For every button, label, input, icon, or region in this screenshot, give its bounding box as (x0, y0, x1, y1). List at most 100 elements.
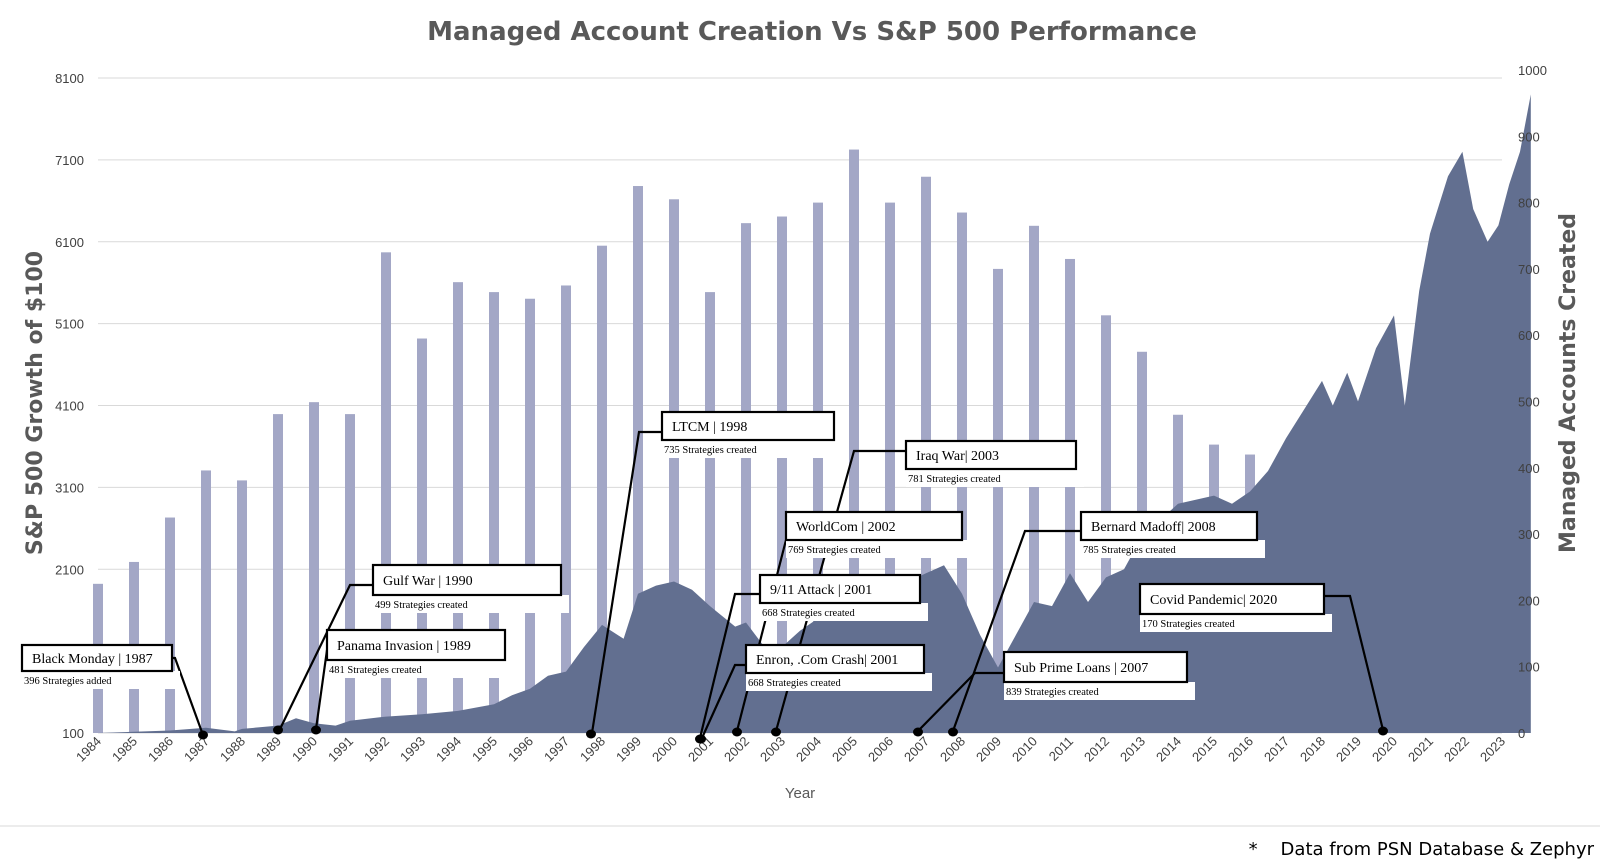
left-tick-label: 7100 (55, 153, 84, 168)
bar (489, 292, 499, 733)
annotation-leader (735, 539, 788, 732)
bar (885, 202, 895, 734)
annotation: LTCM | 1998 735 Strategies created (586, 410, 842, 739)
x-tick-label: 1988 (217, 734, 248, 765)
x-tick-label: 1989 (253, 734, 284, 765)
annotation-leader (774, 449, 906, 732)
x-tick-label: 2003 (757, 734, 788, 765)
left-tick-label: 2100 (55, 562, 84, 577)
annotation-subtitle-bg (327, 660, 513, 678)
annotation-subtitle-bg (662, 440, 842, 458)
annotation-subtitle-bg (373, 595, 569, 613)
annotation-marker (586, 729, 596, 739)
annotation-leader (700, 663, 746, 739)
x-tick-label: 2022 (1441, 734, 1472, 765)
bar (525, 298, 535, 733)
bar (381, 252, 391, 733)
x-tick-label: 2017 (1261, 734, 1292, 765)
x-tick-label: 2019 (1333, 734, 1364, 765)
bar (849, 149, 859, 733)
annotation-marker (771, 727, 781, 737)
annotation-subtitle-bg (1004, 682, 1195, 700)
bar (237, 480, 247, 733)
annotation-leader (279, 583, 373, 730)
bar (633, 186, 643, 733)
annotation-title: Gulf War | 1990 (383, 574, 473, 589)
annotation-title: Covid Pandemic| 2020 (1150, 593, 1277, 608)
left-tick-label: 3100 (55, 480, 84, 495)
annotation-box (325, 628, 507, 662)
annotation-title: Bernard Madoff| 2008 (1091, 520, 1216, 535)
annotation-title: WorldCom | 2002 (796, 520, 896, 535)
x-tick-label: 2009 (973, 734, 1004, 765)
annotation-marker (1378, 726, 1388, 736)
bar (201, 470, 211, 733)
right-tick-label: 200 (1518, 593, 1540, 608)
annotation-subtitle: 170 Strategies created (1142, 619, 1235, 630)
bar (669, 199, 679, 733)
annotation-box (20, 643, 174, 673)
annotation-subtitle: 769 Strategies created (788, 545, 881, 556)
annotation-leader (590, 430, 662, 734)
bar (273, 414, 283, 733)
annotation-marker (311, 725, 321, 735)
annotation-title: Sub Prime Loans | 2007 (1014, 661, 1148, 676)
right-tick-label: 900 (1518, 129, 1540, 144)
x-tick-label: 2010 (1009, 734, 1040, 765)
chart-title: Managed Account Creation Vs S&P 500 Perf… (427, 17, 1197, 47)
annotation-subtitle: 668 Strategies created (762, 608, 855, 619)
x-tick-label: 2018 (1297, 734, 1328, 765)
x-axis-ticks: 1984 1985 1986 1987 1988 1989 1990 1991 1992 1993… (73, 734, 1508, 765)
right-tick-label: 400 (1518, 461, 1540, 476)
footnote: * Data from PSN Database & Zephyr (1249, 839, 1595, 860)
x-tick-label: 2012 (1081, 734, 1112, 765)
left-tick-label: 5100 (55, 317, 84, 332)
annotation: Bernard Madoff| 2008 785 Strategies creat… (948, 510, 1265, 737)
annotation: Enron, .Com Crash| 2001 668 Strategies cr… (696, 643, 932, 744)
annotation: Iraq War| 2003 781 Strategies created (771, 439, 1084, 737)
left-tick-label: 4100 (55, 399, 84, 414)
annotation: Panama Invasion | 1989 481 Strategies cre… (311, 628, 513, 735)
bar (453, 282, 463, 733)
annotation-box (660, 410, 836, 442)
annotation-leader (951, 529, 1081, 732)
annotation-subtitle-bg (786, 540, 970, 558)
x-tick-label: 2004 (793, 734, 824, 765)
annotation-subtitle: 785 Strategies created (1083, 545, 1176, 556)
x-tick-label: 2008 (937, 734, 968, 765)
annotation-box (1079, 510, 1259, 542)
left-tick-label: 8100 (55, 71, 84, 86)
bar (777, 216, 787, 733)
x-tick-label: 2005 (829, 734, 860, 765)
left-tick-label: 100 (62, 726, 84, 741)
annotation-box (784, 510, 964, 542)
annotations: Black Monday | 1987 396 Strategies added G… (20, 410, 1388, 744)
x-tick-label: 1990 (289, 734, 320, 765)
annotation-title: Panama Invasion | 1989 (337, 639, 471, 654)
annotation-marker (913, 727, 923, 737)
x-tick-label: 2011 (1046, 734, 1076, 764)
left-tick-label: 6100 (55, 235, 84, 250)
x-tick-label: 2023 (1477, 734, 1508, 765)
right-tick-label: 100 (1518, 660, 1540, 675)
annotation-title: 9/11 Attack | 2001 (770, 583, 872, 598)
x-tick-label: 1997 (541, 734, 572, 765)
left-axis-title: S&P 500 Growth of $100 (23, 251, 48, 555)
gridlines (98, 77, 1502, 734)
x-tick-label: 2006 (865, 734, 896, 765)
annotation-box (904, 439, 1078, 471)
x-tick-label: 1995 (469, 734, 500, 765)
annotation: 9/11 Attack | 2001 668 Strategies created (695, 573, 928, 744)
annotation-title: LTCM | 1998 (672, 420, 747, 435)
annotation-marker (948, 727, 958, 737)
annotation-subtitle-bg (1081, 540, 1265, 558)
x-tick-label: 2014 (1153, 734, 1184, 765)
x-tick-label: 2007 (901, 734, 932, 765)
annotation: Gulf War | 1990 499 Strategies created (273, 563, 569, 735)
annotation-subtitle: 499 Strategies created (375, 600, 468, 611)
annotation-leader (314, 649, 329, 730)
bar (813, 202, 823, 734)
bar (705, 292, 715, 733)
annotation-subtitle: 396 Strategies added (24, 676, 112, 687)
